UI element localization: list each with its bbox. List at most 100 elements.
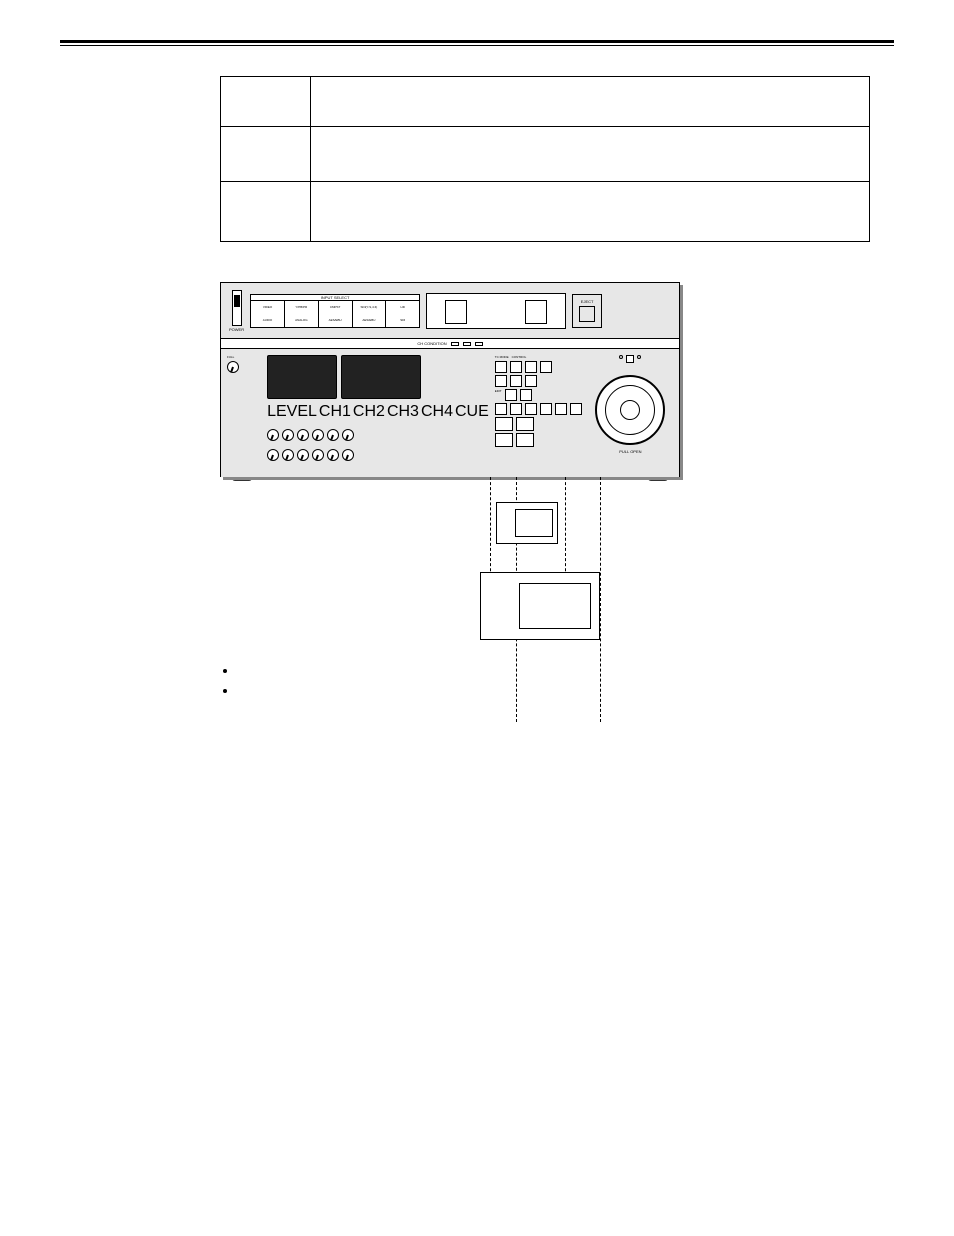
level-knob[interactable] — [312, 429, 324, 441]
large-cassette-icon — [480, 572, 600, 640]
tc-mode-row: TC MODE CONTROL — [495, 355, 582, 359]
level-knob[interactable] — [342, 449, 354, 461]
condition-indicator — [451, 342, 459, 346]
trim-button[interactable] — [570, 403, 582, 415]
level-knob[interactable] — [327, 429, 339, 441]
int-button[interactable] — [525, 361, 537, 373]
pull-open-label: PULL OPEN — [619, 449, 641, 454]
level-knob[interactable] — [297, 449, 309, 461]
device-diagram: POWER INPUT SELECT VIDEO Y/PB/PR CMPST S… — [220, 282, 680, 632]
level-knob[interactable] — [342, 429, 354, 441]
header-rule — [60, 40, 894, 46]
headphone-knob[interactable] — [227, 361, 239, 373]
sel-cell[interactable]: SDI(Y-S,4:4) — [353, 301, 387, 314]
insert-button[interactable] — [495, 403, 507, 415]
table-row — [221, 77, 870, 127]
table-cell — [221, 127, 311, 182]
table-cell — [311, 127, 870, 182]
table-row — [221, 127, 870, 182]
level-knob[interactable] — [297, 429, 309, 441]
sel-cell: VIDEO — [251, 301, 285, 314]
led-icon — [637, 355, 641, 359]
control-column: TC MODE CONTROL EDI — [495, 355, 582, 471]
sel-cell[interactable]: CMPST — [319, 301, 353, 314]
guide-line — [600, 477, 601, 722]
eject-button[interactable] — [579, 306, 595, 322]
jog-column: PULL OPEN — [588, 355, 673, 471]
level-knob[interactable] — [282, 429, 294, 441]
full-label: FULL — [227, 355, 261, 359]
sel-cell[interactable]: ANALOG — [285, 314, 319, 327]
power-label: POWER — [229, 327, 244, 332]
table-cell — [311, 182, 870, 242]
ch-label: CH2 — [353, 403, 385, 421]
channel-labels: LEVEL CH1 CH2 CH3 CH4 CUE — [267, 403, 489, 421]
list-item — [238, 662, 894, 682]
play-button[interactable] — [495, 417, 513, 431]
audio-row: AUDIO ANALOG AES/EBU AES/EBU SDI — [251, 314, 419, 327]
level-knob[interactable] — [267, 429, 279, 441]
mode-buttons — [495, 375, 582, 387]
condition-label: CH CONDITION — [417, 341, 446, 346]
transport-row2 — [495, 433, 582, 447]
multi-insert-button[interactable] — [520, 389, 532, 401]
spec-table — [220, 76, 870, 242]
small-leds — [619, 355, 641, 363]
player-button[interactable] — [510, 375, 522, 387]
level-knob[interactable] — [282, 449, 294, 461]
bottom-panel: FULL LEVEL CH1 CH2 CH3 CH4 CUE — [221, 349, 679, 477]
control-label: CONTROL — [512, 355, 527, 359]
jog-shuttle-dial[interactable] — [595, 375, 665, 445]
video-row: VIDEO Y/PB/PR CMPST SDI(Y-S,4:4) HD — [251, 301, 419, 314]
sel-cell[interactable]: HD — [386, 301, 419, 314]
insert-buttons — [495, 403, 582, 415]
ch-label: CUE — [455, 403, 489, 421]
edit-row: EDIT — [495, 389, 582, 401]
cassette-slot[interactable] — [426, 293, 566, 329]
local-button[interactable] — [540, 361, 552, 373]
content-area: POWER INPUT SELECT VIDEO Y/PB/PR CMPST S… — [220, 76, 894, 702]
pb-knobs — [267, 449, 489, 461]
condition-indicator — [463, 342, 471, 346]
jam-button[interactable] — [495, 361, 507, 373]
sel-cell[interactable]: AES/EBU — [319, 314, 353, 327]
sel-cell[interactable]: AES/EBU — [353, 314, 387, 327]
small-button[interactable] — [626, 355, 634, 363]
power-switch[interactable] — [232, 290, 242, 326]
condition-bar: CH CONDITION — [221, 339, 679, 349]
sel-cell[interactable]: SDI — [386, 314, 419, 327]
rec-button[interactable] — [516, 417, 534, 431]
insert-button[interactable] — [510, 403, 522, 415]
transport-row — [495, 417, 582, 431]
left-column: FULL — [227, 355, 261, 471]
tc-buttons — [495, 361, 582, 373]
level-knob[interactable] — [267, 449, 279, 461]
edit-button[interactable] — [505, 389, 517, 401]
insert-button[interactable] — [525, 403, 537, 415]
ch-label: CH3 — [387, 403, 419, 421]
top-panel: POWER INPUT SELECT VIDEO Y/PB/PR CMPST S… — [221, 283, 679, 339]
level-knob[interactable] — [312, 449, 324, 461]
insert-button[interactable] — [555, 403, 567, 415]
insert-button[interactable] — [540, 403, 552, 415]
display-area: LEVEL CH1 CH2 CH3 CH4 CUE — [267, 355, 489, 471]
stop-button[interactable] — [495, 433, 513, 447]
displays — [267, 355, 489, 399]
sel-cell: AUDIO — [251, 314, 285, 327]
timecode-display — [341, 355, 421, 399]
edit-label: EDIT — [495, 389, 502, 401]
level-knob[interactable] — [327, 449, 339, 461]
standby-button[interactable] — [495, 375, 507, 387]
table-row — [221, 182, 870, 242]
input-select-panel: INPUT SELECT VIDEO Y/PB/PR CMPST SDI(Y-S… — [250, 294, 420, 328]
sel-cell[interactable]: Y/PB/PR — [285, 301, 319, 314]
table-cell — [311, 77, 870, 127]
ext-button[interactable] — [510, 361, 522, 373]
small-cassette-icon — [496, 502, 558, 544]
level-label: LEVEL — [267, 403, 317, 421]
meter-display — [267, 355, 337, 399]
condition-indicator — [475, 342, 483, 346]
table-cell — [221, 182, 311, 242]
ff-button[interactable] — [516, 433, 534, 447]
recorder-button[interactable] — [525, 375, 537, 387]
